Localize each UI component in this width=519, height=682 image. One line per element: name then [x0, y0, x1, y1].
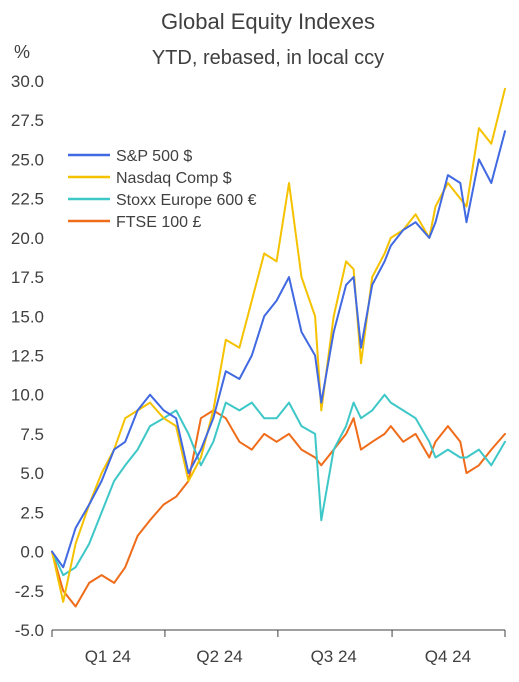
y-tick-label: 22.5: [11, 190, 44, 209]
y-tick-label: 27.5: [11, 111, 44, 130]
y-tick-label: 15.0: [11, 307, 44, 326]
y-tick-label: 2.5: [20, 503, 44, 522]
x-tick-label: Q2 24: [196, 647, 242, 666]
y-tick-label: 12.5: [11, 347, 44, 366]
series-lines: [51, 87, 506, 608]
y-tick-label: 17.5: [11, 268, 44, 287]
x-tick-label: Q4 24: [425, 647, 471, 666]
x-tick-label: Q3 24: [311, 647, 357, 666]
y-tick-label: -2.5: [15, 582, 44, 601]
y-tick-label: 7.5: [20, 425, 44, 444]
chart-title: Global Equity Indexes: [161, 9, 375, 34]
y-tick-label: 25.0: [11, 150, 44, 169]
x-tick-label: Q1 24: [85, 647, 131, 666]
y-tick-label: 0.0: [20, 543, 44, 562]
y-tick-label: 10.0: [11, 386, 44, 405]
y-tick-label: 20.0: [11, 229, 44, 248]
legend-label: Stoxx Europe 600 €: [116, 192, 257, 209]
legend-label: S&P 500 $: [116, 148, 192, 165]
y-axis-ticks: 30.0 27.5 25.0 22.5 20.0 17.5 15.0 12.5 10.0 7.5 5…: [11, 72, 44, 640]
series-line-0: [51, 130, 506, 569]
y-tick-label: -5.0: [15, 621, 44, 640]
series-line-2: [51, 393, 506, 577]
y-tick-label: 30.0: [11, 72, 44, 91]
series-line-3: [51, 409, 506, 608]
legend-label: FTSE 100 £: [116, 214, 201, 231]
y-tick-label: 5.0: [20, 464, 44, 483]
chart-subtitle: YTD, rebased, in local ccy: [152, 47, 384, 69]
y-axis-unit-label: %: [14, 42, 30, 62]
legend-label: Nasdaq Comp $: [116, 170, 232, 187]
x-axis: Q1 24 Q2 24 Q3 24 Q4 24: [51, 629, 506, 666]
legend: S&P 500 $ Nasdaq Comp $ Stoxx Europe 600 €…: [68, 148, 257, 231]
series-line-1: [51, 87, 506, 603]
